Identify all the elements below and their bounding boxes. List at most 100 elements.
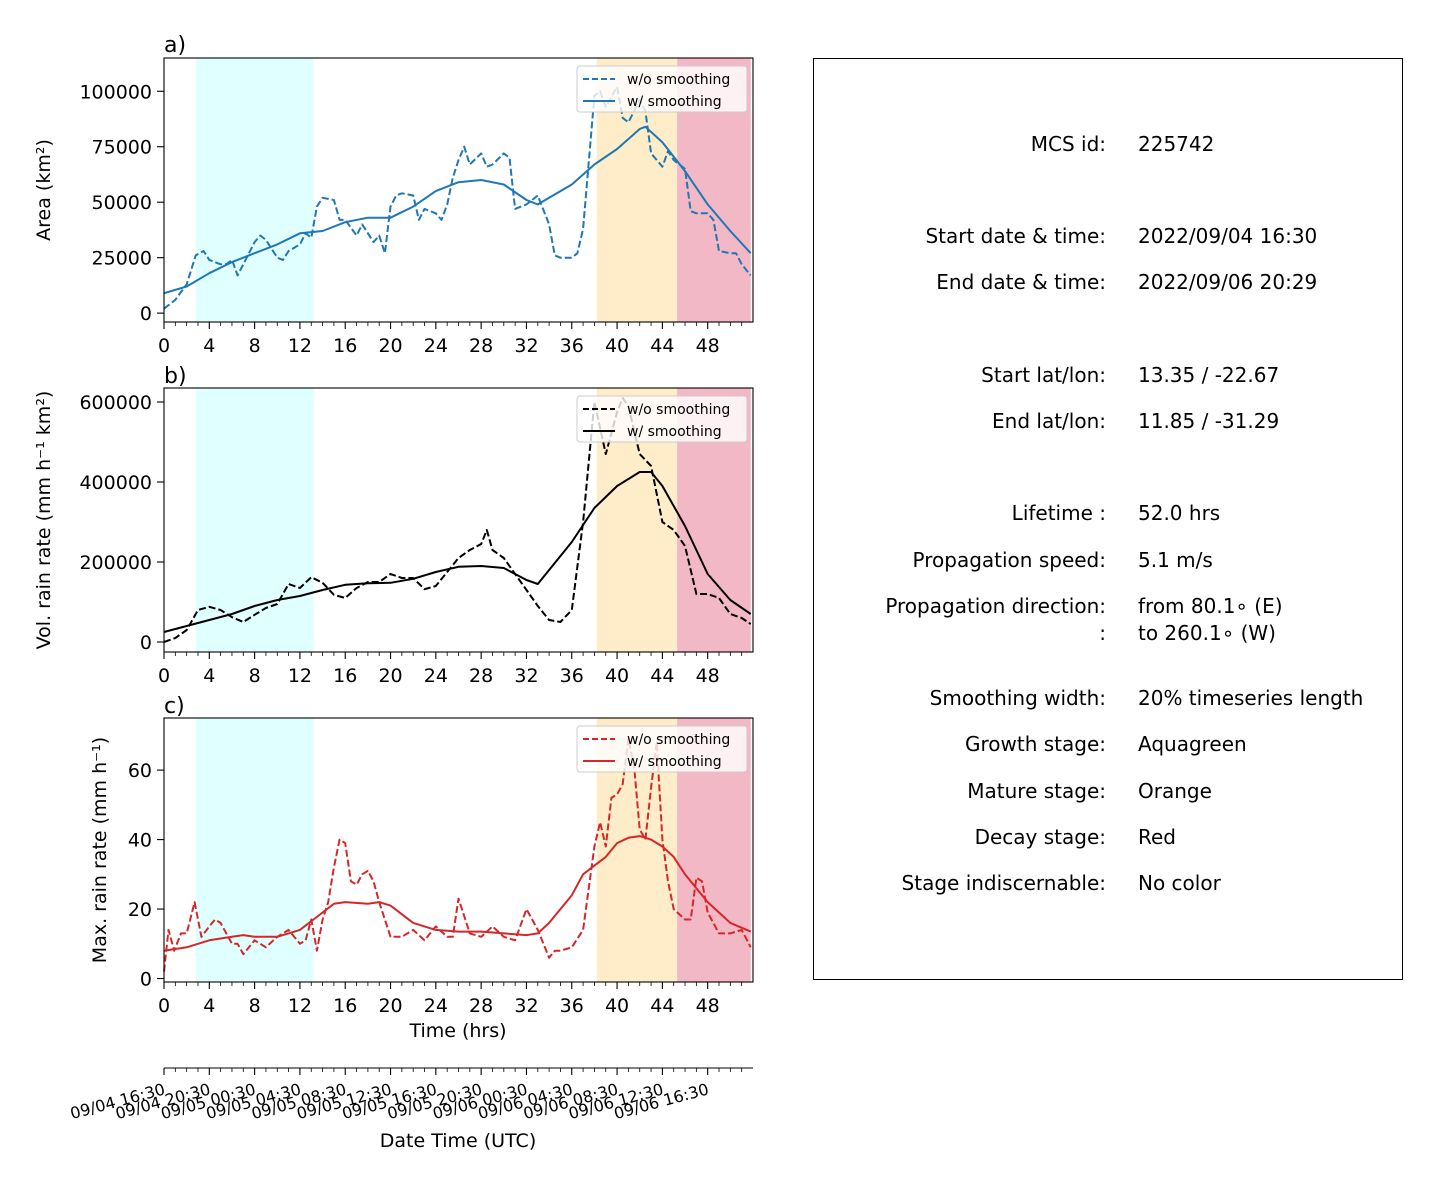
x-tick-label: 12 xyxy=(288,665,312,687)
x-tick-label: 12 xyxy=(288,995,312,1017)
x-tick-label: 16 xyxy=(333,995,357,1017)
panel-a: 0 4 8 12 16 20 24 28 32 36 40 44 4802500050000750001… xyxy=(33,33,754,357)
growth-stage-value: Aquagreen xyxy=(1138,732,1247,756)
end-latlon-value: 11.85 / -31.29 xyxy=(1138,409,1280,433)
y-tick-label: 100000 xyxy=(79,81,152,103)
x-tick-label: 44 xyxy=(650,335,674,357)
x-tick-label: 28 xyxy=(469,335,493,357)
growth-stage-band xyxy=(195,718,314,982)
x-tick-label: 8 xyxy=(249,335,261,357)
x-tick-label: 36 xyxy=(560,665,584,687)
x-tick-label: 0 xyxy=(158,665,170,687)
x-axis-label: Time (hrs) xyxy=(408,1020,506,1042)
y-axis-label: Vol. rain rate (mm h⁻¹ km²) xyxy=(33,391,55,650)
x-tick-label: 40 xyxy=(605,335,629,357)
end-latlon-label: End lat/lon: xyxy=(992,409,1106,433)
smoothing-width-value: 20% timeseries length xyxy=(1138,686,1364,710)
y-tick-label: 600000 xyxy=(79,392,152,414)
x-tick-label: 0 xyxy=(158,335,170,357)
legend: w/o smoothing w/ smoothing xyxy=(576,725,748,773)
x-tick-label: 20 xyxy=(378,995,402,1017)
propagation-speed-label: Propagation speed: xyxy=(912,548,1106,572)
lifetime-label: Lifetime : xyxy=(1011,501,1106,525)
growth-stage-label: Growth stage: xyxy=(964,732,1106,756)
legend-box xyxy=(576,395,748,443)
y-tick-label: 60 xyxy=(128,760,152,782)
legend-entry: w/o smoothing xyxy=(627,732,730,748)
x-tick-label: 0 xyxy=(158,995,170,1017)
x-tick-label: 44 xyxy=(650,995,674,1017)
x-tick-label: 16 xyxy=(333,665,357,687)
x-tick-label: 4 xyxy=(203,995,215,1017)
smoothed-series-line xyxy=(163,125,752,295)
propagation-speed-value: 5.1 m/s xyxy=(1138,548,1213,572)
x-tick-label: 12 xyxy=(288,335,312,357)
mcs-id-label: MCS id: xyxy=(1030,132,1106,156)
date-axis-label: Date Time (UTC) xyxy=(380,1130,536,1152)
x-tick-label: 32 xyxy=(514,665,538,687)
start-time-value: 2022/09/04 16:30 xyxy=(1138,224,1318,248)
x-tick-label: 48 xyxy=(696,665,720,687)
y-tick-label: 40 xyxy=(128,830,152,852)
stage-indiscernable-label: Stage indiscernable: xyxy=(901,871,1106,895)
y-axis-label: Max. rain rate (mm h⁻¹) xyxy=(89,737,111,963)
x-tick-label: 36 xyxy=(560,995,584,1017)
y-tick-label: 20 xyxy=(128,899,152,921)
x-tick-label: 24 xyxy=(424,665,448,687)
legend-box xyxy=(576,65,748,113)
x-tick-label: 44 xyxy=(650,665,674,687)
x-tick-label: 20 xyxy=(378,665,402,687)
y-tick-label: 0 xyxy=(140,632,152,654)
smoothed-series-line xyxy=(163,471,752,633)
end-time-value: 2022/09/06 20:29 xyxy=(1138,270,1318,294)
stage-indiscernable-value: No color xyxy=(1138,871,1221,895)
raw-series-line xyxy=(163,397,752,643)
x-tick-label: 40 xyxy=(605,665,629,687)
smoothed-series-line xyxy=(163,835,752,952)
y-tick-label: 200000 xyxy=(79,552,152,574)
x-tick-label: 40 xyxy=(605,995,629,1017)
y-tick-label: 50000 xyxy=(92,192,152,214)
y-tick-label: 0 xyxy=(140,303,152,325)
x-tick-label: 24 xyxy=(424,995,448,1017)
end-time-label: End date & time: xyxy=(936,270,1106,294)
start-latlon-value: 13.35 / -22.67 xyxy=(1138,363,1280,387)
x-tick-label: 4 xyxy=(203,335,215,357)
x-tick-label: 20 xyxy=(378,335,402,357)
mature-stage-value: Orange xyxy=(1138,779,1212,803)
legend-entry: w/o smoothing xyxy=(627,72,730,88)
legend-entry: w/ smoothing xyxy=(627,754,722,770)
mature-stage-label: Mature stage: xyxy=(967,779,1106,803)
panel-b: 0 4 8 12 16 20 24 28 32 36 40 44 4802000004000006000… xyxy=(33,364,754,687)
decay-stage-label: Decay stage: xyxy=(974,825,1106,849)
smoothing-width-label: Smoothing width: xyxy=(929,686,1106,710)
x-tick-label: 28 xyxy=(469,995,493,1017)
x-tick-label: 48 xyxy=(696,335,720,357)
x-tick-label: 48 xyxy=(696,995,720,1017)
x-tick-label: 32 xyxy=(514,335,538,357)
y-tick-label: 0 xyxy=(140,969,152,991)
panel-label: b) xyxy=(164,364,187,389)
x-tick-label: 24 xyxy=(424,335,448,357)
y-tick-label: 75000 xyxy=(92,137,152,159)
growth-stage-band xyxy=(195,388,314,652)
propagation-direction-colon: : xyxy=(1099,621,1106,645)
legend-entry: w/ smoothing xyxy=(627,424,722,440)
propagation-direction-label: Propagation direction: xyxy=(885,594,1106,618)
legend: w/o smoothing w/ smoothing xyxy=(576,65,748,113)
x-tick-label: 16 xyxy=(333,335,357,357)
y-axis-label: Area (km²) xyxy=(33,139,55,241)
legend-box xyxy=(576,725,748,773)
y-tick-label: 25000 xyxy=(92,248,152,270)
propagation-direction-from: from 80.1∘ (E) xyxy=(1138,594,1283,618)
x-tick-label: 8 xyxy=(249,665,261,687)
info-panel: MCS id: 225742 Start date & time: 2022/0… xyxy=(813,58,1403,980)
x-tick-label: 36 xyxy=(560,335,584,357)
x-tick-label: 8 xyxy=(249,995,261,1017)
start-latlon-label: Start lat/lon: xyxy=(981,363,1106,387)
propagation-direction-to: to 260.1∘ (W) xyxy=(1138,621,1276,645)
raw-series-line xyxy=(163,85,752,310)
